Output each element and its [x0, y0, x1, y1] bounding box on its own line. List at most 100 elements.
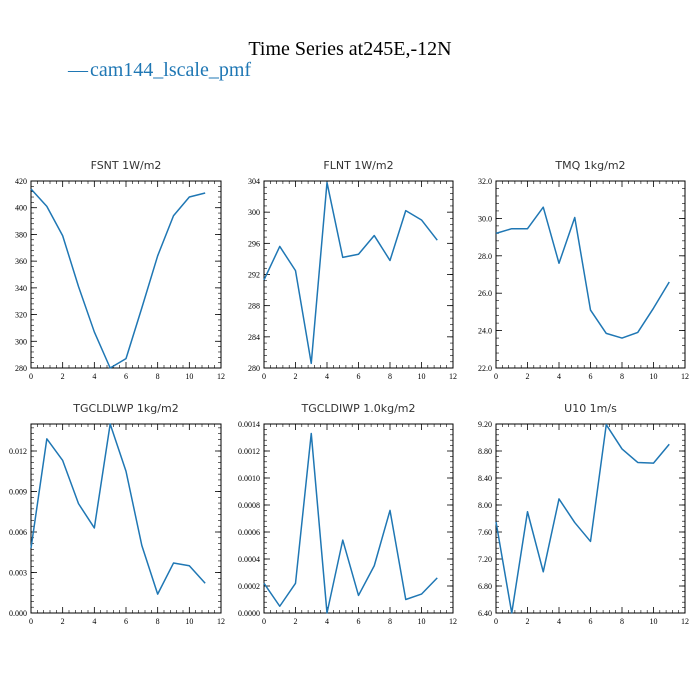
y-tick-label: 22.0 [478, 364, 492, 373]
x-tick-label: 12 [681, 617, 689, 626]
panel-5: U10 1m/s 0 2 4 6 8 10 12 6.40 6.80 7.20 7.60 8.00 8.4… [478, 402, 689, 626]
x-tick-label: 10 [650, 372, 658, 381]
y-tick-label: 8.40 [478, 474, 492, 483]
panel-title: TGCLDIWP 1.0kg/m2 [300, 402, 415, 415]
panel-2: TMQ 1kg/m2 0 2 4 6 8 10 12 22.0 24.0 26.0 28.0 30.0 3… [478, 159, 689, 381]
x-tick-label: 8 [620, 372, 624, 381]
y-tick-label: 0.012 [9, 447, 27, 456]
panel-title: TGCLDLWP 1kg/m2 [72, 402, 178, 415]
y-tick-label: 8.00 [478, 501, 492, 510]
x-tick-label: 2 [294, 617, 298, 626]
x-tick-label: 10 [185, 372, 193, 381]
series-line [30, 423, 206, 595]
y-tick-label: 32.0 [478, 177, 492, 186]
y-tick-label: 26.0 [478, 289, 492, 298]
legend-marker: — [67, 59, 89, 81]
x-tick-label: 6 [357, 372, 361, 381]
x-tick-label: 10 [418, 372, 426, 381]
x-tick-label: 8 [388, 372, 392, 381]
y-tick-label: 9.20 [478, 420, 492, 429]
y-tick-label: 400 [15, 204, 27, 213]
x-tick-label: 12 [449, 617, 457, 626]
x-tick-label: 2 [526, 372, 530, 381]
y-tick-label: 280 [15, 364, 27, 373]
series-line [30, 188, 206, 369]
y-tick-label: 0.0002 [238, 582, 260, 591]
y-tick-label: 24.0 [478, 327, 492, 336]
series-line [263, 432, 438, 614]
panel-title: FSNT 1W/m2 [91, 159, 162, 172]
x-tick-label: 4 [557, 372, 561, 381]
x-tick-label: 4 [557, 617, 561, 626]
y-tick-label: 304 [248, 177, 260, 186]
x-tick-label: 0 [494, 372, 498, 381]
x-tick-label: 6 [589, 372, 593, 381]
panels: FSNT 1W/m20 2 4 6 8 10 12280300320340360380400… [9, 159, 689, 626]
x-tick-label: 4 [325, 617, 329, 626]
y-tick-label: 280 [248, 364, 260, 373]
series-line [263, 181, 438, 365]
x-tick-label: 12 [681, 372, 689, 381]
x-tick-label: 6 [124, 372, 128, 381]
x-tick-label: 0 [262, 617, 266, 626]
x-tick-label: 2 [61, 372, 65, 381]
x-tick-label: 0 [494, 617, 498, 626]
x-tick-label: 6 [357, 617, 361, 626]
y-tick-label: 288 [248, 302, 260, 311]
x-tick-label: 4 [92, 372, 96, 381]
y-tick-label: 0.0004 [238, 555, 260, 564]
panel-0: FSNT 1W/m2 0 2 4 6 8 10 12 280 300 320 340 360 380 400… [15, 159, 225, 381]
series-line [495, 206, 670, 339]
y-tick-label: 300 [15, 337, 27, 346]
y-tick-label: 0.0000 [238, 609, 260, 618]
y-tick-label: 296 [248, 239, 260, 248]
legend-label: cam144_lscale_pmf [90, 59, 251, 81]
x-tick-label: 10 [185, 617, 193, 626]
figure-title: Time Series at245E,-12N [248, 38, 451, 60]
panel-title: FLNT 1W/m2 [323, 159, 393, 172]
y-tick-label: 0.0014 [238, 420, 260, 429]
y-tick-label: 7.60 [478, 528, 492, 537]
y-tick-label: 0.006 [9, 528, 27, 537]
y-tick-label: 420 [15, 177, 27, 186]
y-tick-label: 7.20 [478, 555, 492, 564]
panel-title: TMQ 1kg/m2 [554, 159, 625, 172]
y-tick-label: 340 [15, 284, 27, 293]
y-tick-label: 0.000 [9, 609, 27, 618]
x-tick-label: 12 [217, 372, 225, 381]
series-line [495, 423, 670, 614]
x-tick-label: 8 [156, 617, 160, 626]
y-tick-label: 0.0006 [238, 528, 260, 537]
panel-3: TGCLDLWP 1kg/m2 0 2 4 6 8 10 12 0.000 0.003 0.006 0… [9, 402, 225, 626]
y-tick-label: 380 [15, 230, 27, 239]
y-tick-label: 284 [248, 333, 260, 342]
x-tick-label: 6 [124, 617, 128, 626]
y-tick-label: 360 [15, 257, 27, 266]
x-tick-label: 8 [620, 617, 624, 626]
y-tick-label: 8.80 [478, 447, 492, 456]
x-tick-label: 12 [449, 372, 457, 381]
y-tick-label: 30.0 [478, 214, 492, 223]
x-tick-label: 10 [418, 617, 426, 626]
x-tick-label: 6 [589, 617, 593, 626]
y-tick-label: 6.80 [478, 582, 492, 591]
y-tick-label: 6.40 [478, 609, 492, 618]
y-tick-label: 300 [248, 208, 260, 217]
x-tick-label: 4 [92, 617, 96, 626]
x-tick-label: 0 [262, 372, 266, 381]
x-tick-label: 2 [61, 617, 65, 626]
y-tick-label: 0.003 [9, 569, 27, 578]
x-tick-label: 0 [29, 372, 33, 381]
x-tick-label: 10 [650, 617, 658, 626]
y-tick-label: 320 [15, 311, 27, 320]
x-tick-label: 8 [388, 617, 392, 626]
legend: — cam144_lscale_pmf [67, 59, 251, 81]
x-tick-label: 0 [29, 617, 33, 626]
x-tick-label: 4 [325, 372, 329, 381]
panel-1: FLNT 1W/m2 0 2 4 6 8 10 12 280 284 288 292 296 300 304 [248, 159, 457, 381]
x-tick-label: 12 [217, 617, 225, 626]
x-tick-label: 8 [156, 372, 160, 381]
y-tick-label: 292 [248, 271, 260, 280]
y-tick-label: 28.0 [478, 252, 492, 261]
